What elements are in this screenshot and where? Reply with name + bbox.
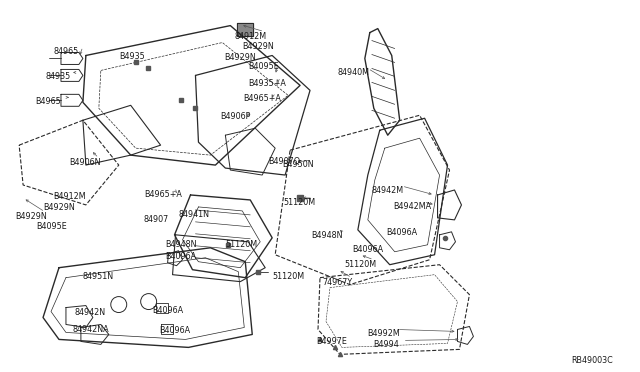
Text: 84940M: 84940M [338, 68, 370, 77]
Text: B4929N: B4929N [225, 52, 256, 61]
Polygon shape [237, 23, 253, 36]
Text: B4929N: B4929N [15, 212, 47, 221]
Text: B4912M: B4912M [53, 192, 86, 201]
Text: 51120M: 51120M [272, 272, 304, 281]
Text: B4096A: B4096A [152, 305, 184, 315]
Text: B4906N: B4906N [69, 158, 100, 167]
Text: B4907Q: B4907Q [268, 157, 300, 166]
Text: B4096A: B4096A [166, 252, 196, 261]
Text: B4096A: B4096A [352, 245, 383, 254]
Text: 84951N: 84951N [83, 272, 114, 281]
Text: 84942NA: 84942NA [73, 326, 109, 334]
Text: B4906P: B4906P [220, 112, 251, 121]
Text: 84912M: 84912M [234, 32, 266, 41]
Text: B4948N: B4948N [311, 231, 342, 240]
Text: B4935+A: B4935+A [248, 79, 286, 89]
Text: B4095E: B4095E [248, 62, 279, 71]
Text: B4935: B4935 [119, 51, 145, 61]
Text: B4929N: B4929N [243, 42, 274, 51]
Text: 84942M: 84942M [372, 186, 404, 195]
Text: B4929N: B4929N [43, 203, 75, 212]
Text: B4942MA: B4942MA [394, 202, 432, 211]
Text: B4950N: B4950N [282, 160, 314, 169]
Text: 74967Y: 74967Y [322, 278, 352, 287]
Text: B4096A: B4096A [386, 228, 417, 237]
Text: RB49003C: RB49003C [571, 356, 613, 365]
Text: B4965+A: B4965+A [243, 94, 281, 103]
Text: 84941N: 84941N [179, 210, 209, 219]
Text: 51120M: 51120M [283, 198, 316, 207]
Text: B4095E: B4095E [36, 222, 67, 231]
Text: 51120M: 51120M [344, 260, 376, 269]
Text: B4965: B4965 [35, 97, 61, 106]
Text: 84935: 84935 [45, 73, 70, 81]
Text: B4965+A: B4965+A [145, 190, 182, 199]
Text: B4948N: B4948N [166, 240, 197, 249]
Text: 84965: 84965 [53, 46, 78, 55]
Text: 51120M: 51120M [225, 240, 257, 249]
Text: 84942N: 84942N [75, 308, 106, 317]
Text: 84907: 84907 [143, 215, 169, 224]
Text: B4994: B4994 [373, 340, 399, 349]
Text: B4992M: B4992M [367, 330, 399, 339]
Text: B4096A: B4096A [159, 327, 191, 336]
Text: B4997E: B4997E [316, 337, 347, 346]
